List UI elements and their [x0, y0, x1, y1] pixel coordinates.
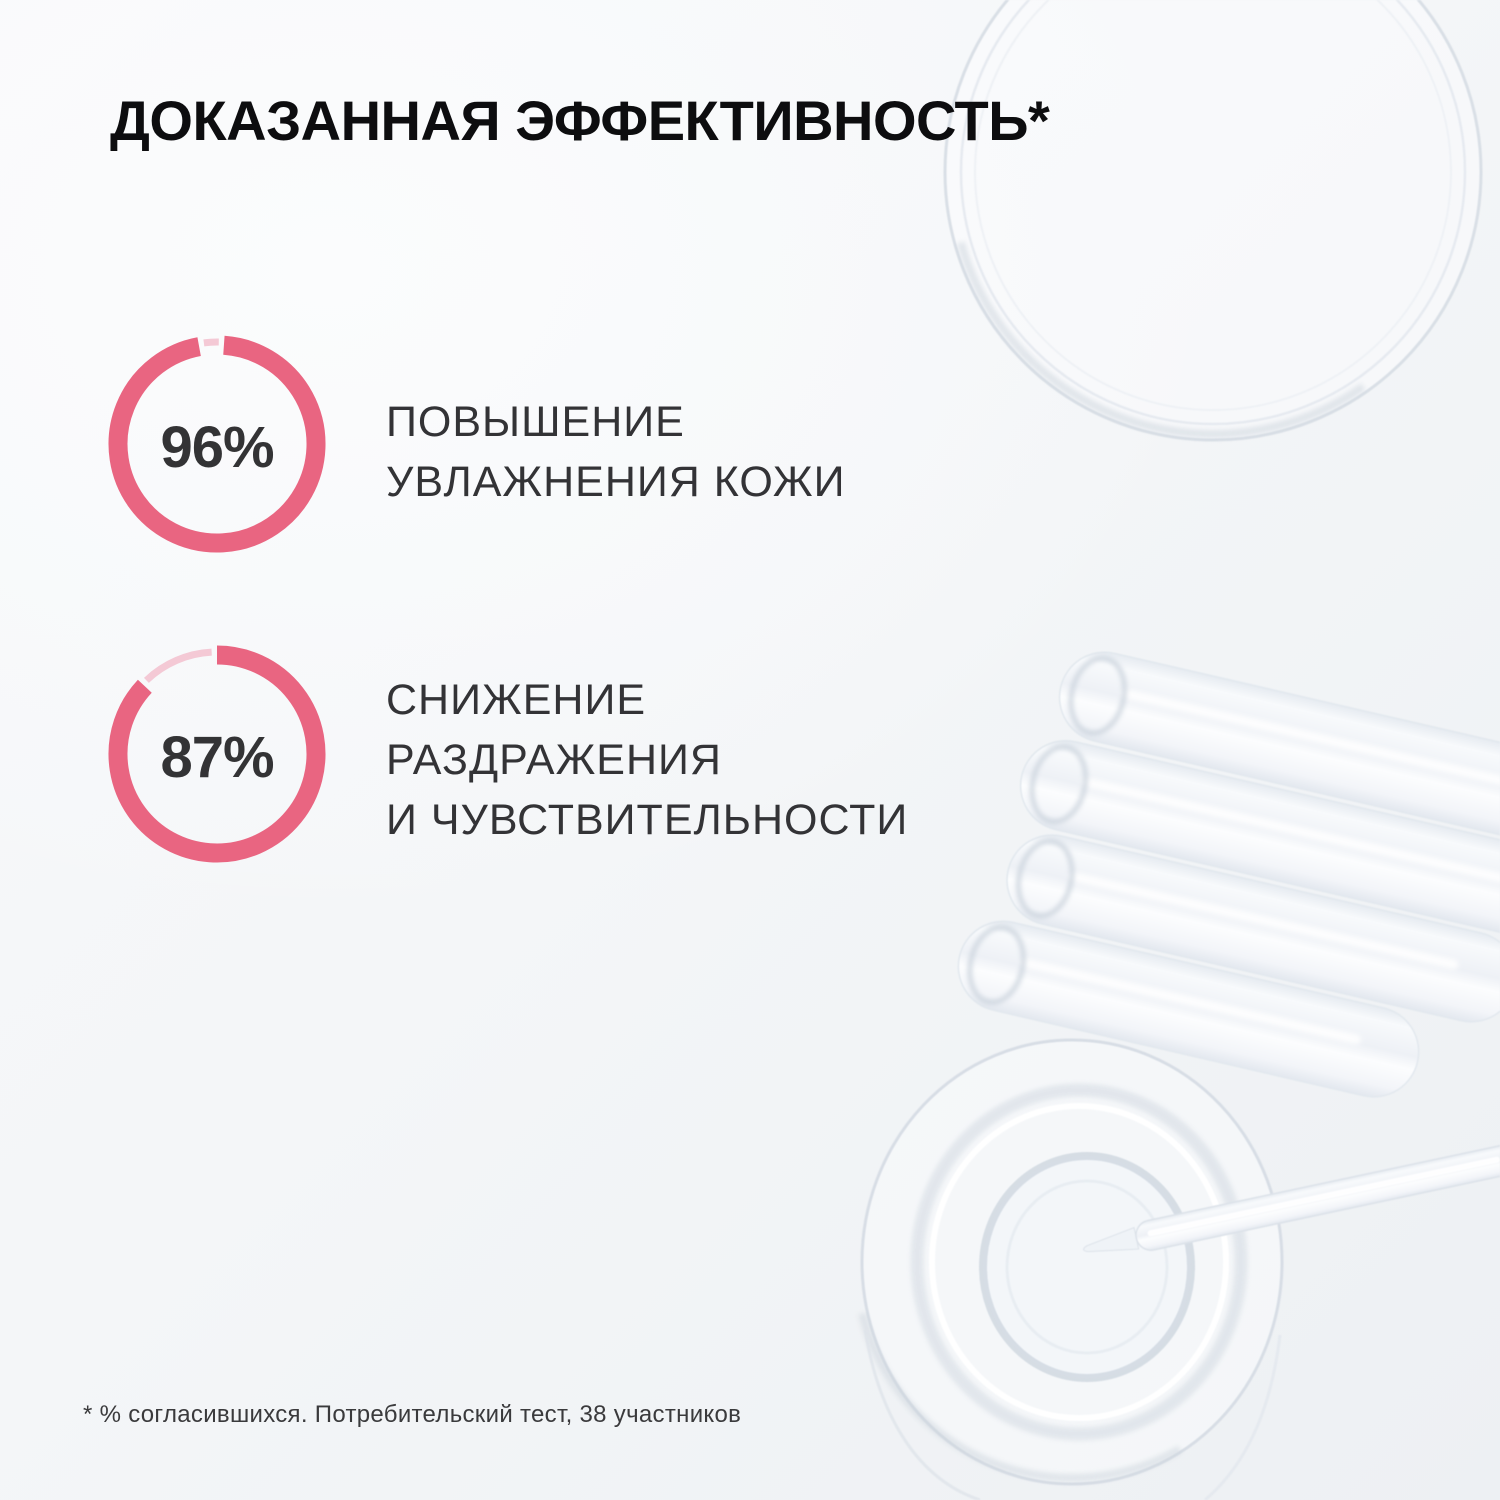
stat-value: 96%	[160, 414, 274, 480]
donut-ring-irritation: 87%	[105, 642, 329, 866]
ring-track-arc	[143, 648, 212, 683]
stat-value: 87%	[160, 724, 274, 790]
stat-label-line: УВЛАЖНЕНИЯ КОЖИ	[386, 458, 846, 506]
donut-ring-chart	[108, 335, 326, 553]
stat-label-hydration: ПОВЫШЕНИЕ УВЛАЖНЕНИЯ КОЖИ	[386, 392, 846, 512]
footnote: * % согласившихся. Потребительский тест,…	[83, 1401, 742, 1428]
ampoules-photo	[957, 651, 1500, 1098]
ring-fill-arc	[108, 335, 326, 553]
pipette-photo	[1083, 1142, 1500, 1253]
ring-fill-arc	[108, 645, 326, 863]
stat-label-line: ПОВЫШЕНИЕ	[386, 398, 685, 446]
petri-dish-photo	[943, 0, 1483, 442]
stat-label-line: РАЗДРАЖЕНИЯ	[386, 736, 722, 784]
stat-label-line: СНИЖЕНИЕ	[386, 676, 647, 724]
donut-ring-chart	[108, 645, 326, 863]
donut-ring-hydration: 96%	[105, 332, 329, 556]
ring-track-arc	[203, 338, 219, 347]
page-title: ДОКАЗАННАЯ ЭФФЕКТИВНОСТЬ*	[110, 89, 1050, 152]
stat-label-line: И ЧУВСТВИТЕЛЬНОСТИ	[386, 796, 909, 844]
stat-label-irritation: СНИЖЕНИЕ РАЗДРАЖЕНИЯ И ЧУВСТВИТЕЛЬНОСТИ	[386, 670, 908, 850]
jar-photo	[852, 1038, 1292, 1500]
